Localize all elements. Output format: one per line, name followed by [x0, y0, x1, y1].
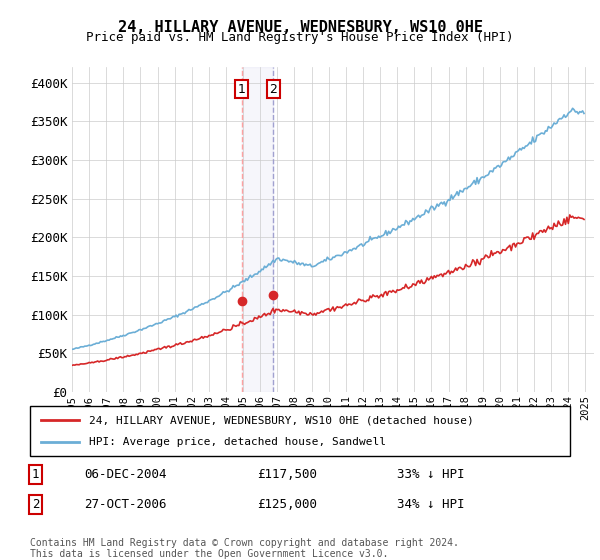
Text: 33% ↓ HPI: 33% ↓ HPI [397, 468, 465, 481]
Text: 27-OCT-2006: 27-OCT-2006 [84, 498, 167, 511]
Text: 2: 2 [32, 498, 39, 511]
Text: 06-DEC-2004: 06-DEC-2004 [84, 468, 167, 481]
FancyBboxPatch shape [30, 406, 570, 456]
Text: £125,000: £125,000 [257, 498, 317, 511]
Text: 24, HILLARY AVENUE, WEDNESBURY, WS10 0HE: 24, HILLARY AVENUE, WEDNESBURY, WS10 0HE [118, 20, 482, 35]
Text: 24, HILLARY AVENUE, WEDNESBURY, WS10 0HE (detached house): 24, HILLARY AVENUE, WEDNESBURY, WS10 0HE… [89, 415, 474, 425]
Text: £117,500: £117,500 [257, 468, 317, 481]
Text: 1: 1 [32, 468, 39, 481]
Text: 2: 2 [269, 83, 277, 96]
Text: Contains HM Land Registry data © Crown copyright and database right 2024.
This d: Contains HM Land Registry data © Crown c… [30, 538, 459, 559]
Text: HPI: Average price, detached house, Sandwell: HPI: Average price, detached house, Sand… [89, 437, 386, 447]
Bar [242, 67, 273, 392]
Text: 34% ↓ HPI: 34% ↓ HPI [397, 498, 465, 511]
Text: Price paid vs. HM Land Registry's House Price Index (HPI): Price paid vs. HM Land Registry's House … [86, 31, 514, 44]
Text: 1: 1 [238, 83, 245, 96]
